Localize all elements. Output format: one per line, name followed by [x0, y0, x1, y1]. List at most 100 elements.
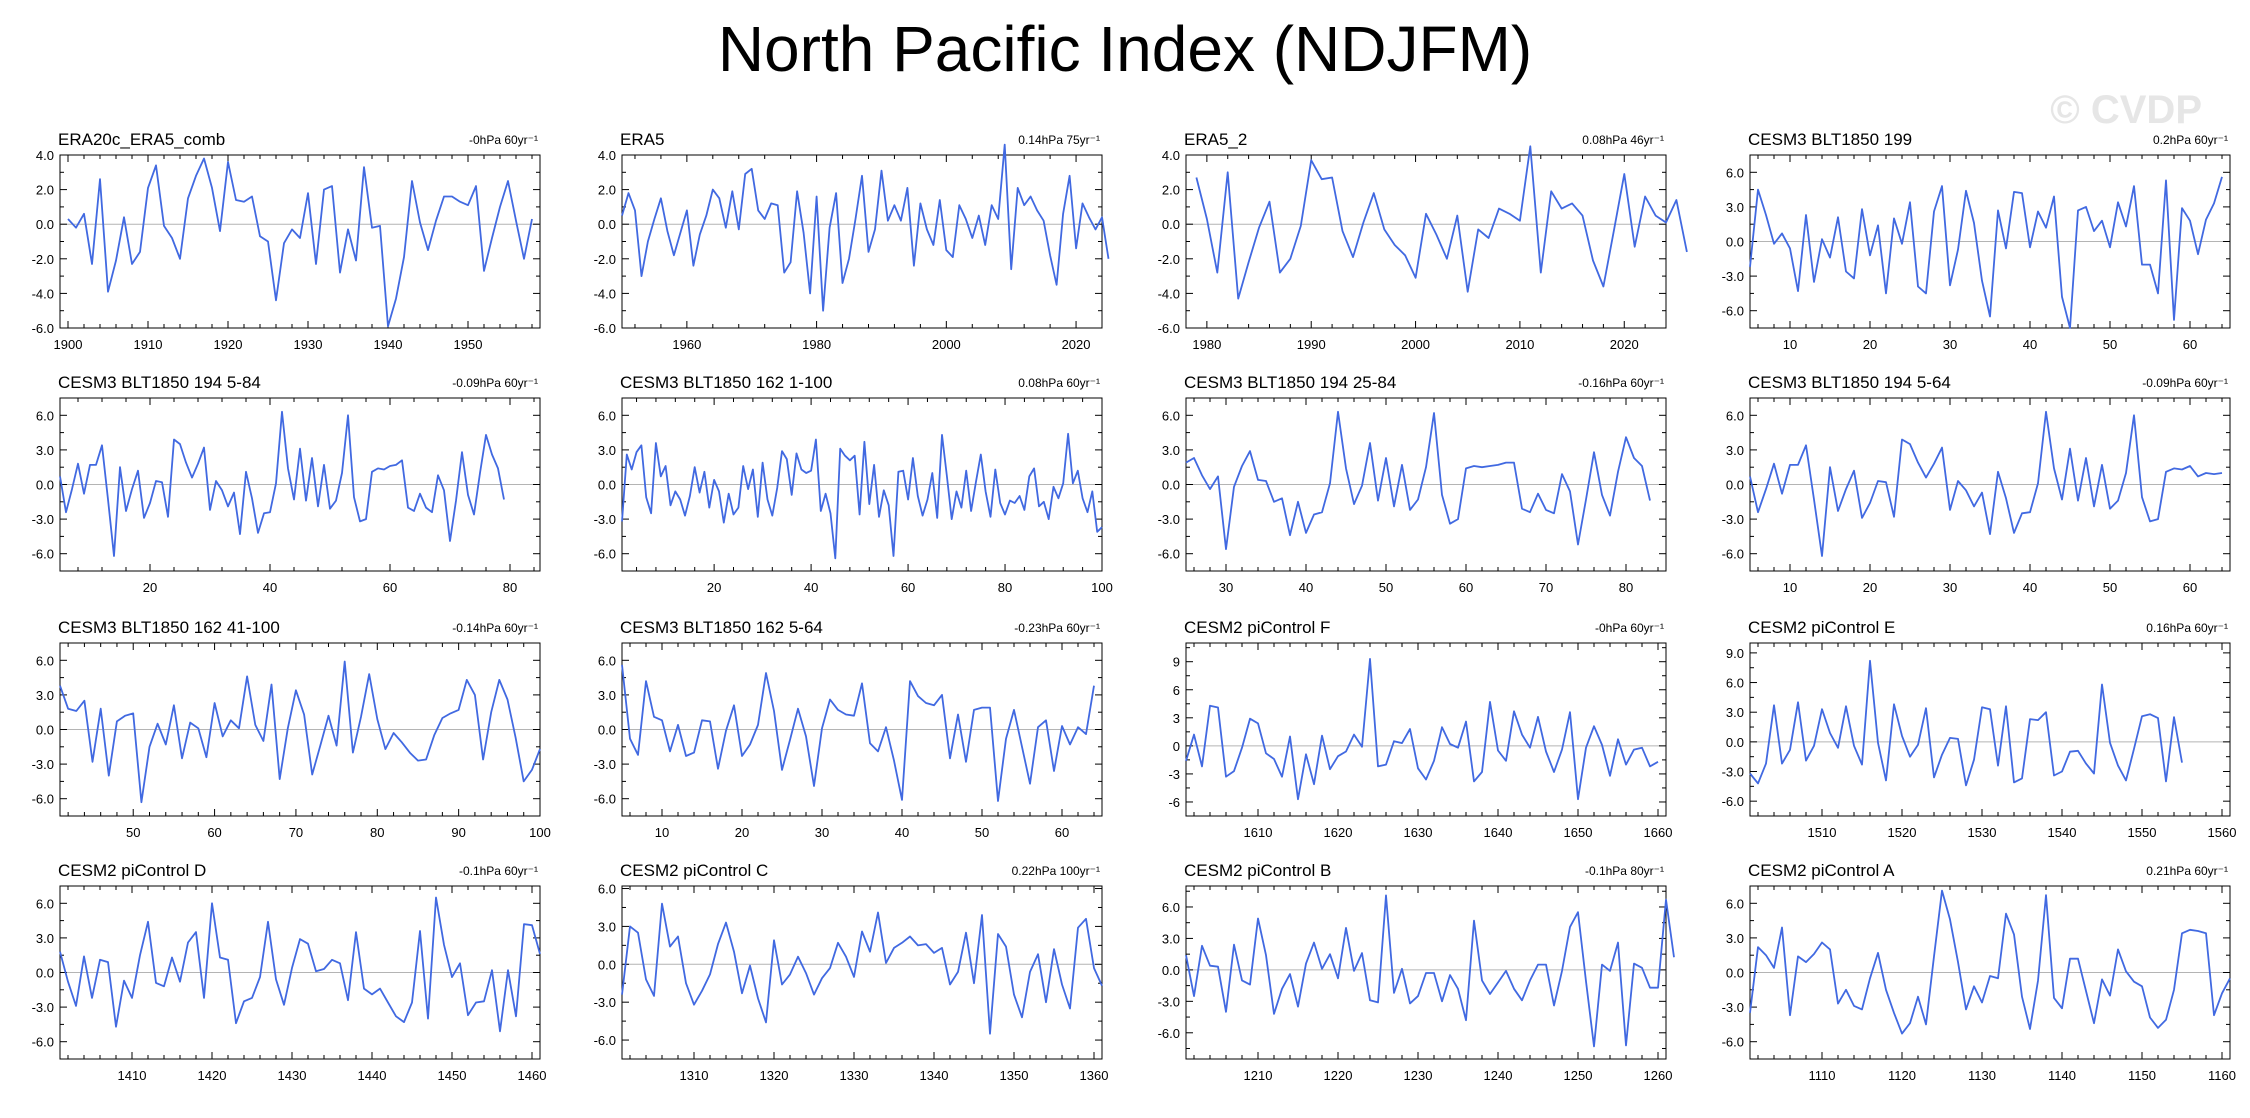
panel-title: CESM3 BLT1850 162 41-100: [58, 618, 280, 637]
x-tick-label: 1450: [438, 1068, 467, 1083]
x-tick-label: 1900: [54, 337, 83, 352]
y-tick-label: -3: [1168, 767, 1180, 782]
x-tick-label: 2010: [1505, 337, 1534, 352]
y-tick-label: 3.0: [1726, 443, 1744, 458]
y-tick-label: -3.0: [594, 995, 616, 1010]
panel-trend: -0.1hPa 80yr⁻¹: [1585, 864, 1664, 878]
y-tick-label: -6.0: [32, 1035, 54, 1050]
y-tick-label: 6.0: [1726, 676, 1744, 691]
x-tick-label: 1920: [214, 337, 243, 352]
y-tick-label: -2.0: [1158, 252, 1180, 267]
x-tick-label: 60: [2183, 337, 2197, 352]
x-tick-label: 1440: [358, 1068, 387, 1083]
y-tick-label: 3.0: [1162, 931, 1180, 946]
y-tick-label: 0.0: [1162, 478, 1180, 493]
series-line: [67, 157, 533, 328]
panel-trend: 0.22hPa 100yr⁻¹: [1012, 864, 1100, 878]
y-tick-label: -6.0: [1158, 1026, 1180, 1041]
y-tick-label: 0.0: [598, 478, 616, 493]
x-tick-label: 1460: [518, 1068, 547, 1083]
y-tick-label: -3.0: [594, 512, 616, 527]
y-tick-label: -6.0: [1158, 321, 1180, 336]
x-tick-label: 20: [1863, 580, 1877, 595]
y-tick-label: -6.0: [1722, 304, 1744, 319]
x-tick-label: 1980: [802, 337, 831, 352]
series-line: [621, 902, 1103, 1035]
panel-trend: -0.1hPa 60yr⁻¹: [459, 864, 538, 878]
panel-trend: -0.23hPa 60yr⁻¹: [1014, 621, 1100, 635]
y-tick-label: 6.0: [1162, 408, 1180, 423]
y-tick-label: 3.0: [36, 443, 54, 458]
panel-title: CESM2 piControl E: [1748, 618, 1895, 637]
x-tick-label: 80: [370, 825, 384, 840]
series-line: [1185, 410, 1651, 550]
x-tick-label: 90: [451, 825, 465, 840]
x-tick-label: 1620: [1324, 825, 1353, 840]
y-tick-label: -6: [1168, 795, 1180, 810]
panel-title: CESM3 BLT1850 194 25-84: [1184, 373, 1396, 392]
series-line: [59, 410, 505, 557]
panel-title: CESM2 piControl B: [1184, 861, 1331, 880]
y-tick-label: -3.0: [1158, 512, 1180, 527]
y-tick-label: 9.0: [1726, 646, 1744, 661]
x-tick-label: 1210: [1244, 1068, 1273, 1083]
plot-frame: [621, 642, 1103, 817]
x-tick-label: 1350: [1000, 1068, 1029, 1083]
y-tick-label: 0.0: [1726, 478, 1744, 493]
series-line: [621, 143, 1110, 312]
y-tick-label: 9: [1173, 655, 1180, 670]
x-tick-label: 20: [707, 580, 721, 595]
x-tick-label: 1140: [2048, 1068, 2076, 1083]
x-tick-label: 40: [2023, 580, 2037, 595]
y-tick-label: -3.0: [32, 1000, 54, 1015]
x-tick-label: 60: [901, 580, 915, 595]
y-tick-label: 3.0: [36, 931, 54, 946]
x-tick-label: 1320: [760, 1068, 789, 1083]
y-tick-label: 6.0: [598, 653, 616, 668]
y-tick-label: -3.0: [1722, 1000, 1744, 1015]
y-tick-label: -4.0: [1158, 286, 1180, 301]
y-tick-label: -3.0: [32, 512, 54, 527]
panel-title: CESM2 piControl C: [620, 861, 768, 880]
y-tick-label: 0.0: [598, 957, 616, 972]
panel-trend: 0.08hPa 46yr⁻¹: [1582, 133, 1664, 147]
series-line: [621, 432, 1103, 560]
x-tick-label: 70: [1539, 580, 1553, 595]
x-tick-label: 1630: [1404, 825, 1433, 840]
y-tick-label: 3.0: [598, 919, 616, 934]
y-tick-label: -4.0: [32, 286, 54, 301]
y-tick-label: -6.0: [594, 1033, 616, 1048]
x-tick-label: 50: [2103, 337, 2117, 352]
y-tick-label: 0.0: [598, 217, 616, 232]
y-tick-label: -2.0: [32, 252, 54, 267]
x-tick-label: 1230: [1404, 1068, 1433, 1083]
panel-trend: -0hPa 60yr⁻¹: [1595, 621, 1664, 635]
x-tick-label: 1940: [374, 337, 403, 352]
series-line: [621, 664, 1095, 802]
plot-frame: [621, 397, 1103, 572]
y-tick-label: 0.0: [1726, 966, 1744, 981]
plot-frame: [621, 885, 1103, 1060]
series-line: [1749, 659, 2183, 787]
y-tick-label: 3.0: [1726, 705, 1744, 720]
x-tick-label: 2000: [1401, 337, 1430, 352]
x-tick-label: 1930: [294, 337, 323, 352]
x-tick-label: 1150: [2128, 1068, 2156, 1083]
x-tick-label: 60: [2183, 580, 2197, 595]
panel-title: CESM3 BLT1850 162 1-100: [620, 373, 832, 392]
panel-trend: 0.21hPa 60yr⁻¹: [2146, 864, 2228, 878]
panel-title: ERA20c_ERA5_comb: [58, 130, 225, 149]
y-tick-label: 2.0: [598, 183, 616, 198]
plot-frame: [59, 642, 541, 817]
x-tick-label: 1560: [2208, 825, 2237, 840]
y-tick-label: 6: [1173, 683, 1180, 698]
y-tick-label: 6.0: [598, 408, 616, 423]
x-tick-label: 1260: [1644, 1068, 1673, 1083]
